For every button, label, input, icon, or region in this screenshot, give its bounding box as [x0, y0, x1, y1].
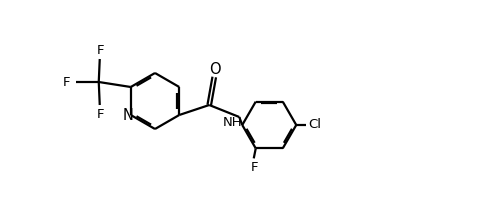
Text: F: F — [251, 161, 258, 174]
Text: F: F — [63, 76, 70, 89]
Text: F: F — [97, 108, 105, 121]
Text: N: N — [123, 109, 133, 124]
Text: NH: NH — [222, 116, 242, 129]
Text: O: O — [209, 62, 221, 77]
Text: Cl: Cl — [309, 118, 322, 131]
Text: F: F — [97, 43, 105, 56]
